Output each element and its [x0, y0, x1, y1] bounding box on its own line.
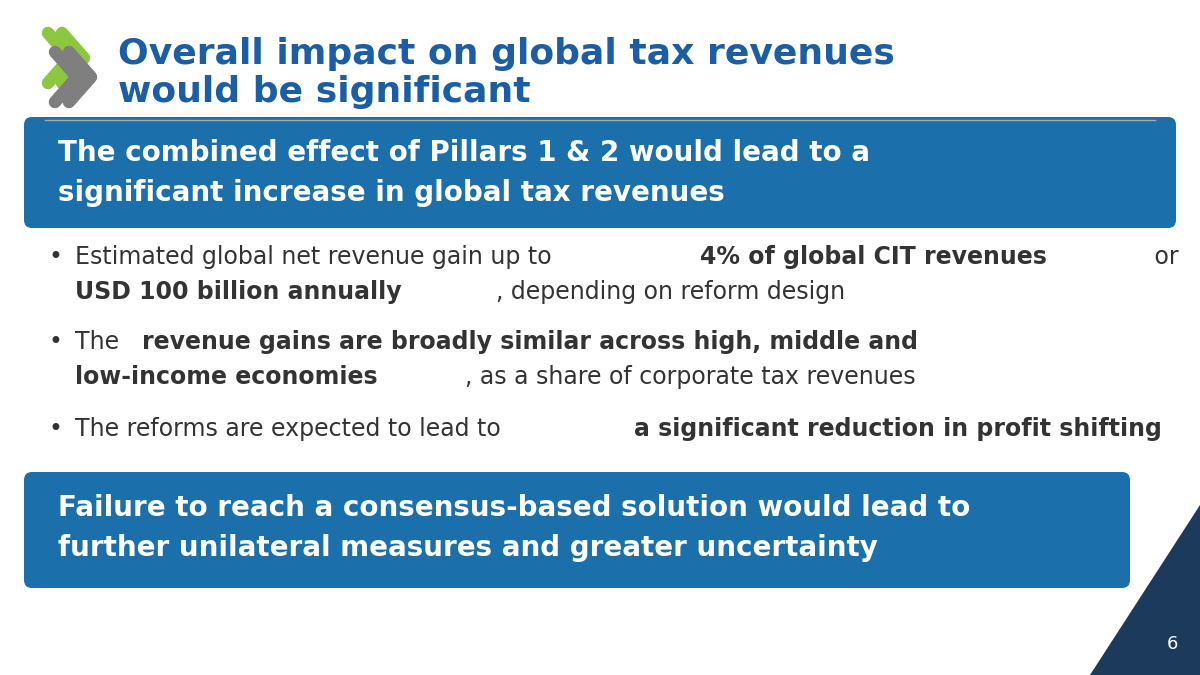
Text: revenue gains are broadly similar across high, middle and: revenue gains are broadly similar across… [142, 330, 918, 354]
Text: •: • [48, 245, 62, 269]
Text: would be significant: would be significant [118, 75, 530, 109]
FancyBboxPatch shape [24, 472, 1130, 588]
FancyBboxPatch shape [24, 117, 1176, 228]
Text: The: The [74, 330, 127, 354]
Text: 4% of global CIT revenues: 4% of global CIT revenues [700, 245, 1046, 269]
Text: further unilateral measures and greater uncertainty: further unilateral measures and greater … [58, 534, 878, 562]
Text: •: • [48, 417, 62, 441]
Text: , depending on reform design: , depending on reform design [497, 280, 846, 304]
Text: or: or [1147, 245, 1178, 269]
Text: USD 100 billion annually: USD 100 billion annually [74, 280, 402, 304]
Text: Overall impact on global tax revenues: Overall impact on global tax revenues [118, 37, 895, 71]
Text: , as a share of corporate tax revenues: , as a share of corporate tax revenues [466, 365, 916, 389]
Text: significant increase in global tax revenues: significant increase in global tax reven… [58, 179, 725, 207]
Text: •: • [48, 330, 62, 354]
Text: The combined effect of Pillars 1 & 2 would lead to a: The combined effect of Pillars 1 & 2 wou… [58, 139, 870, 167]
Text: a significant reduction in profit shifting: a significant reduction in profit shifti… [634, 417, 1162, 441]
Text: low-income economies: low-income economies [74, 365, 378, 389]
Text: Estimated global net revenue gain up to: Estimated global net revenue gain up to [74, 245, 559, 269]
Text: Failure to reach a consensus-based solution would lead to: Failure to reach a consensus-based solut… [58, 494, 971, 522]
Polygon shape [1090, 505, 1200, 675]
Text: 6: 6 [1166, 635, 1178, 653]
Text: The reforms are expected to lead to: The reforms are expected to lead to [74, 417, 509, 441]
